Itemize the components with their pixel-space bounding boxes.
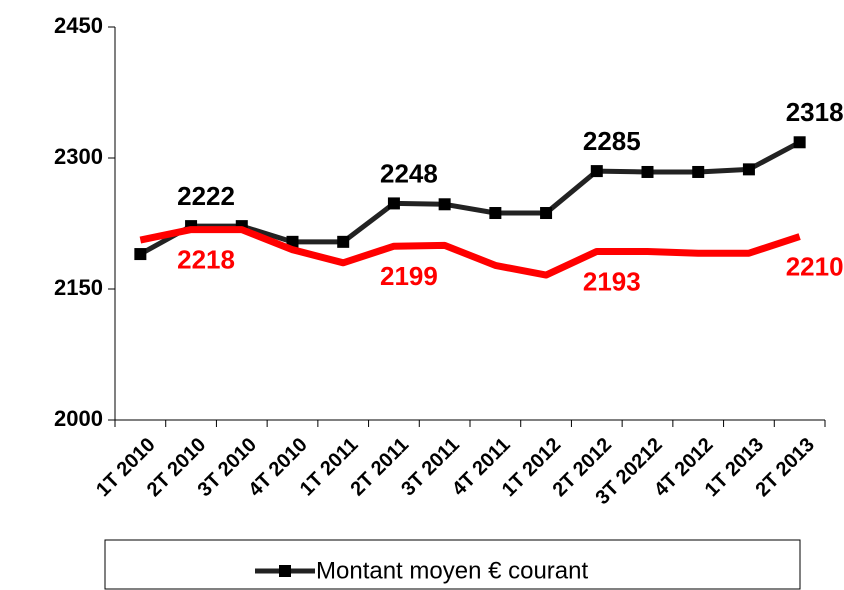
point: [540, 207, 553, 220]
legend-marker: [279, 565, 291, 577]
y-tick-label: 2150: [54, 275, 103, 300]
data-label: 2199: [380, 261, 438, 291]
y-tick-label: 2300: [54, 144, 103, 169]
data-label: 2248: [380, 158, 438, 188]
y-tick-label: 2000: [54, 406, 103, 431]
point: [692, 165, 705, 178]
point: [134, 248, 147, 261]
point: [793, 136, 806, 149]
point: [387, 197, 400, 210]
y-tick-label: 2450: [54, 13, 103, 38]
data-label: 2218: [177, 244, 235, 274]
point: [337, 235, 350, 248]
point: [438, 198, 451, 211]
data-label: 2193: [583, 266, 641, 296]
legend-box: [104, 539, 801, 590]
series-line: [139, 226, 801, 279]
point: [590, 165, 603, 178]
point: [742, 163, 755, 176]
point: [641, 165, 654, 178]
data-label: 2285: [583, 126, 641, 156]
legend-label: Montant moyen € courant: [316, 557, 588, 584]
data-label: 2222: [177, 181, 235, 211]
data-label: 2318: [786, 97, 844, 127]
data-label: 2210: [786, 251, 844, 281]
point: [489, 207, 502, 220]
series-line: [139, 140, 801, 257]
